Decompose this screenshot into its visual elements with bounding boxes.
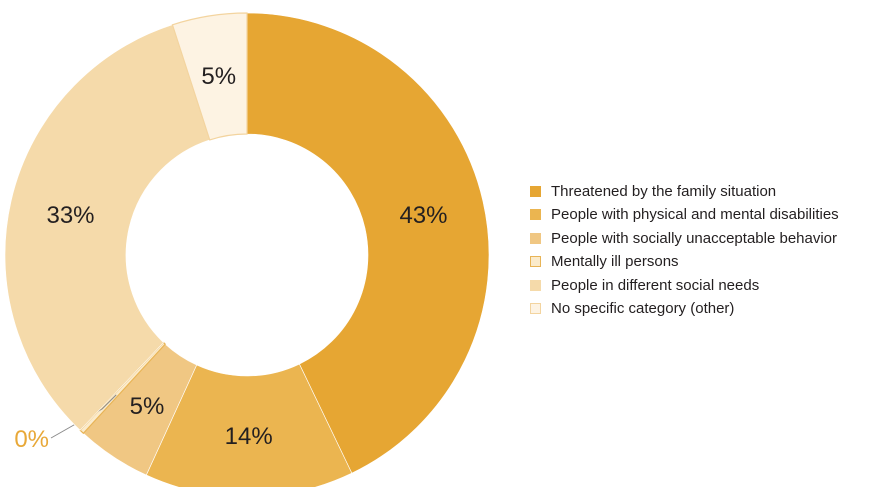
- legend: Threatened by the family situation Peopl…: [530, 180, 839, 321]
- legend-label: People with physical and mental disabili…: [551, 206, 839, 223]
- legend-label: Mentally ill persons: [551, 253, 679, 270]
- legend-label: People in different social needs: [551, 276, 760, 294]
- slice-label-0: 43%: [399, 202, 447, 229]
- slice-label-1: 14%: [225, 423, 273, 450]
- callout-line: [50, 394, 117, 439]
- legend-label: Threatened by the family situation: [551, 182, 777, 200]
- legend-swatch: [530, 256, 541, 267]
- slice-4: [4, 24, 211, 431]
- legend-item: Threatened by the family situation: [530, 180, 839, 202]
- legend-item: People in different social needs: [530, 274, 839, 296]
- legend-item: People with socially unacceptable behavi…: [530, 227, 839, 249]
- legend-label: People with socially unacceptable behavi…: [551, 229, 838, 247]
- legend-swatch: [530, 209, 541, 220]
- legend-swatch: [530, 232, 541, 244]
- slice-label-4: 33%: [46, 202, 94, 229]
- slice-1: [145, 363, 353, 487]
- legend-swatch: [530, 185, 541, 197]
- legend-item: People with physical and mental disabili…: [530, 204, 839, 226]
- legend-swatch: [530, 279, 541, 291]
- legend-swatch: [530, 303, 541, 314]
- slice-label-5: 5%: [201, 63, 236, 90]
- slice-5: [171, 12, 248, 141]
- slice-label-3: 0%: [14, 426, 49, 453]
- legend-item: Mentally ill persons: [530, 251, 839, 273]
- slice-label-2: 5%: [130, 393, 165, 420]
- legend-item: No specific category (other): [530, 298, 839, 320]
- slice-0: [246, 12, 490, 474]
- legend-label: No specific category (other): [551, 300, 735, 317]
